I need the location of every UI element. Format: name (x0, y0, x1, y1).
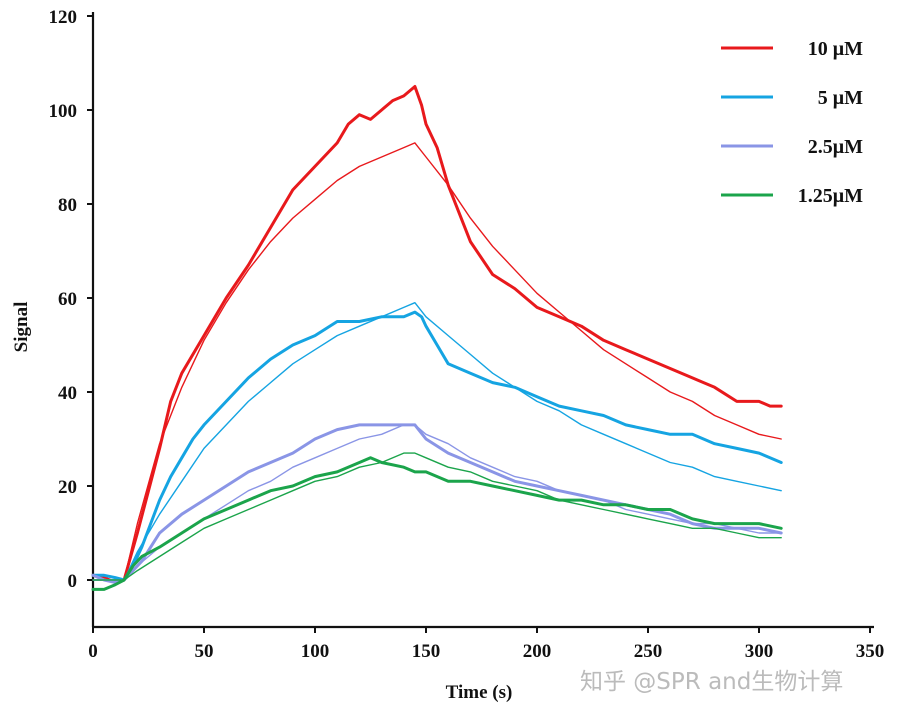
y-tick-label: 120 (49, 7, 78, 28)
y-axis-label: Signal (11, 302, 32, 353)
y-tick-label: 0 (68, 571, 78, 592)
series-line-10-m (91, 85, 783, 584)
axes: 0 50 100 150 200 250 300 350 0 20 40 60 80 100 120 (49, 7, 885, 662)
series-layer (91, 85, 783, 591)
y-tick-label: 60 (58, 289, 77, 310)
series-line-2_5-m (91, 423, 783, 584)
series-line-1_25-m (91, 456, 783, 591)
x-tick-label: 100 (301, 641, 330, 662)
fit-line-5-m-fit (92, 302, 782, 581)
x-tick-label: 300 (745, 641, 774, 662)
x-tick-label: 350 (856, 641, 885, 662)
x-tick-label: 150 (412, 641, 441, 662)
legend-label: 1.25μM (798, 185, 863, 207)
fit-line-2_5-m-fit (92, 424, 782, 581)
x-tick-label: 200 (523, 641, 552, 662)
y-tick-label: 100 (49, 101, 78, 122)
y-tick-label: 20 (58, 477, 77, 498)
legend-label: 5 μM (818, 87, 863, 109)
x-tick-label: 50 (195, 641, 214, 662)
x-tick-label: 0 (88, 641, 98, 662)
x-tick-label: 250 (634, 641, 663, 662)
y-tick-label: 40 (58, 383, 77, 404)
y-tick-label: 80 (58, 195, 77, 216)
fit-line-1_25-m-fit (92, 452, 782, 581)
series-line-5-m (91, 310, 783, 582)
legend-label: 10 μM (808, 38, 863, 60)
x-axis-label: Time (s) (446, 682, 513, 703)
fit-line-10-m-fit (92, 142, 782, 581)
legend-label: 2.5μM (808, 136, 863, 158)
legend: 10 μM 5 μM 2.5μM 1.25μM (721, 38, 863, 207)
watermark-text: 知乎 @SPR and生物计算 (580, 669, 844, 695)
